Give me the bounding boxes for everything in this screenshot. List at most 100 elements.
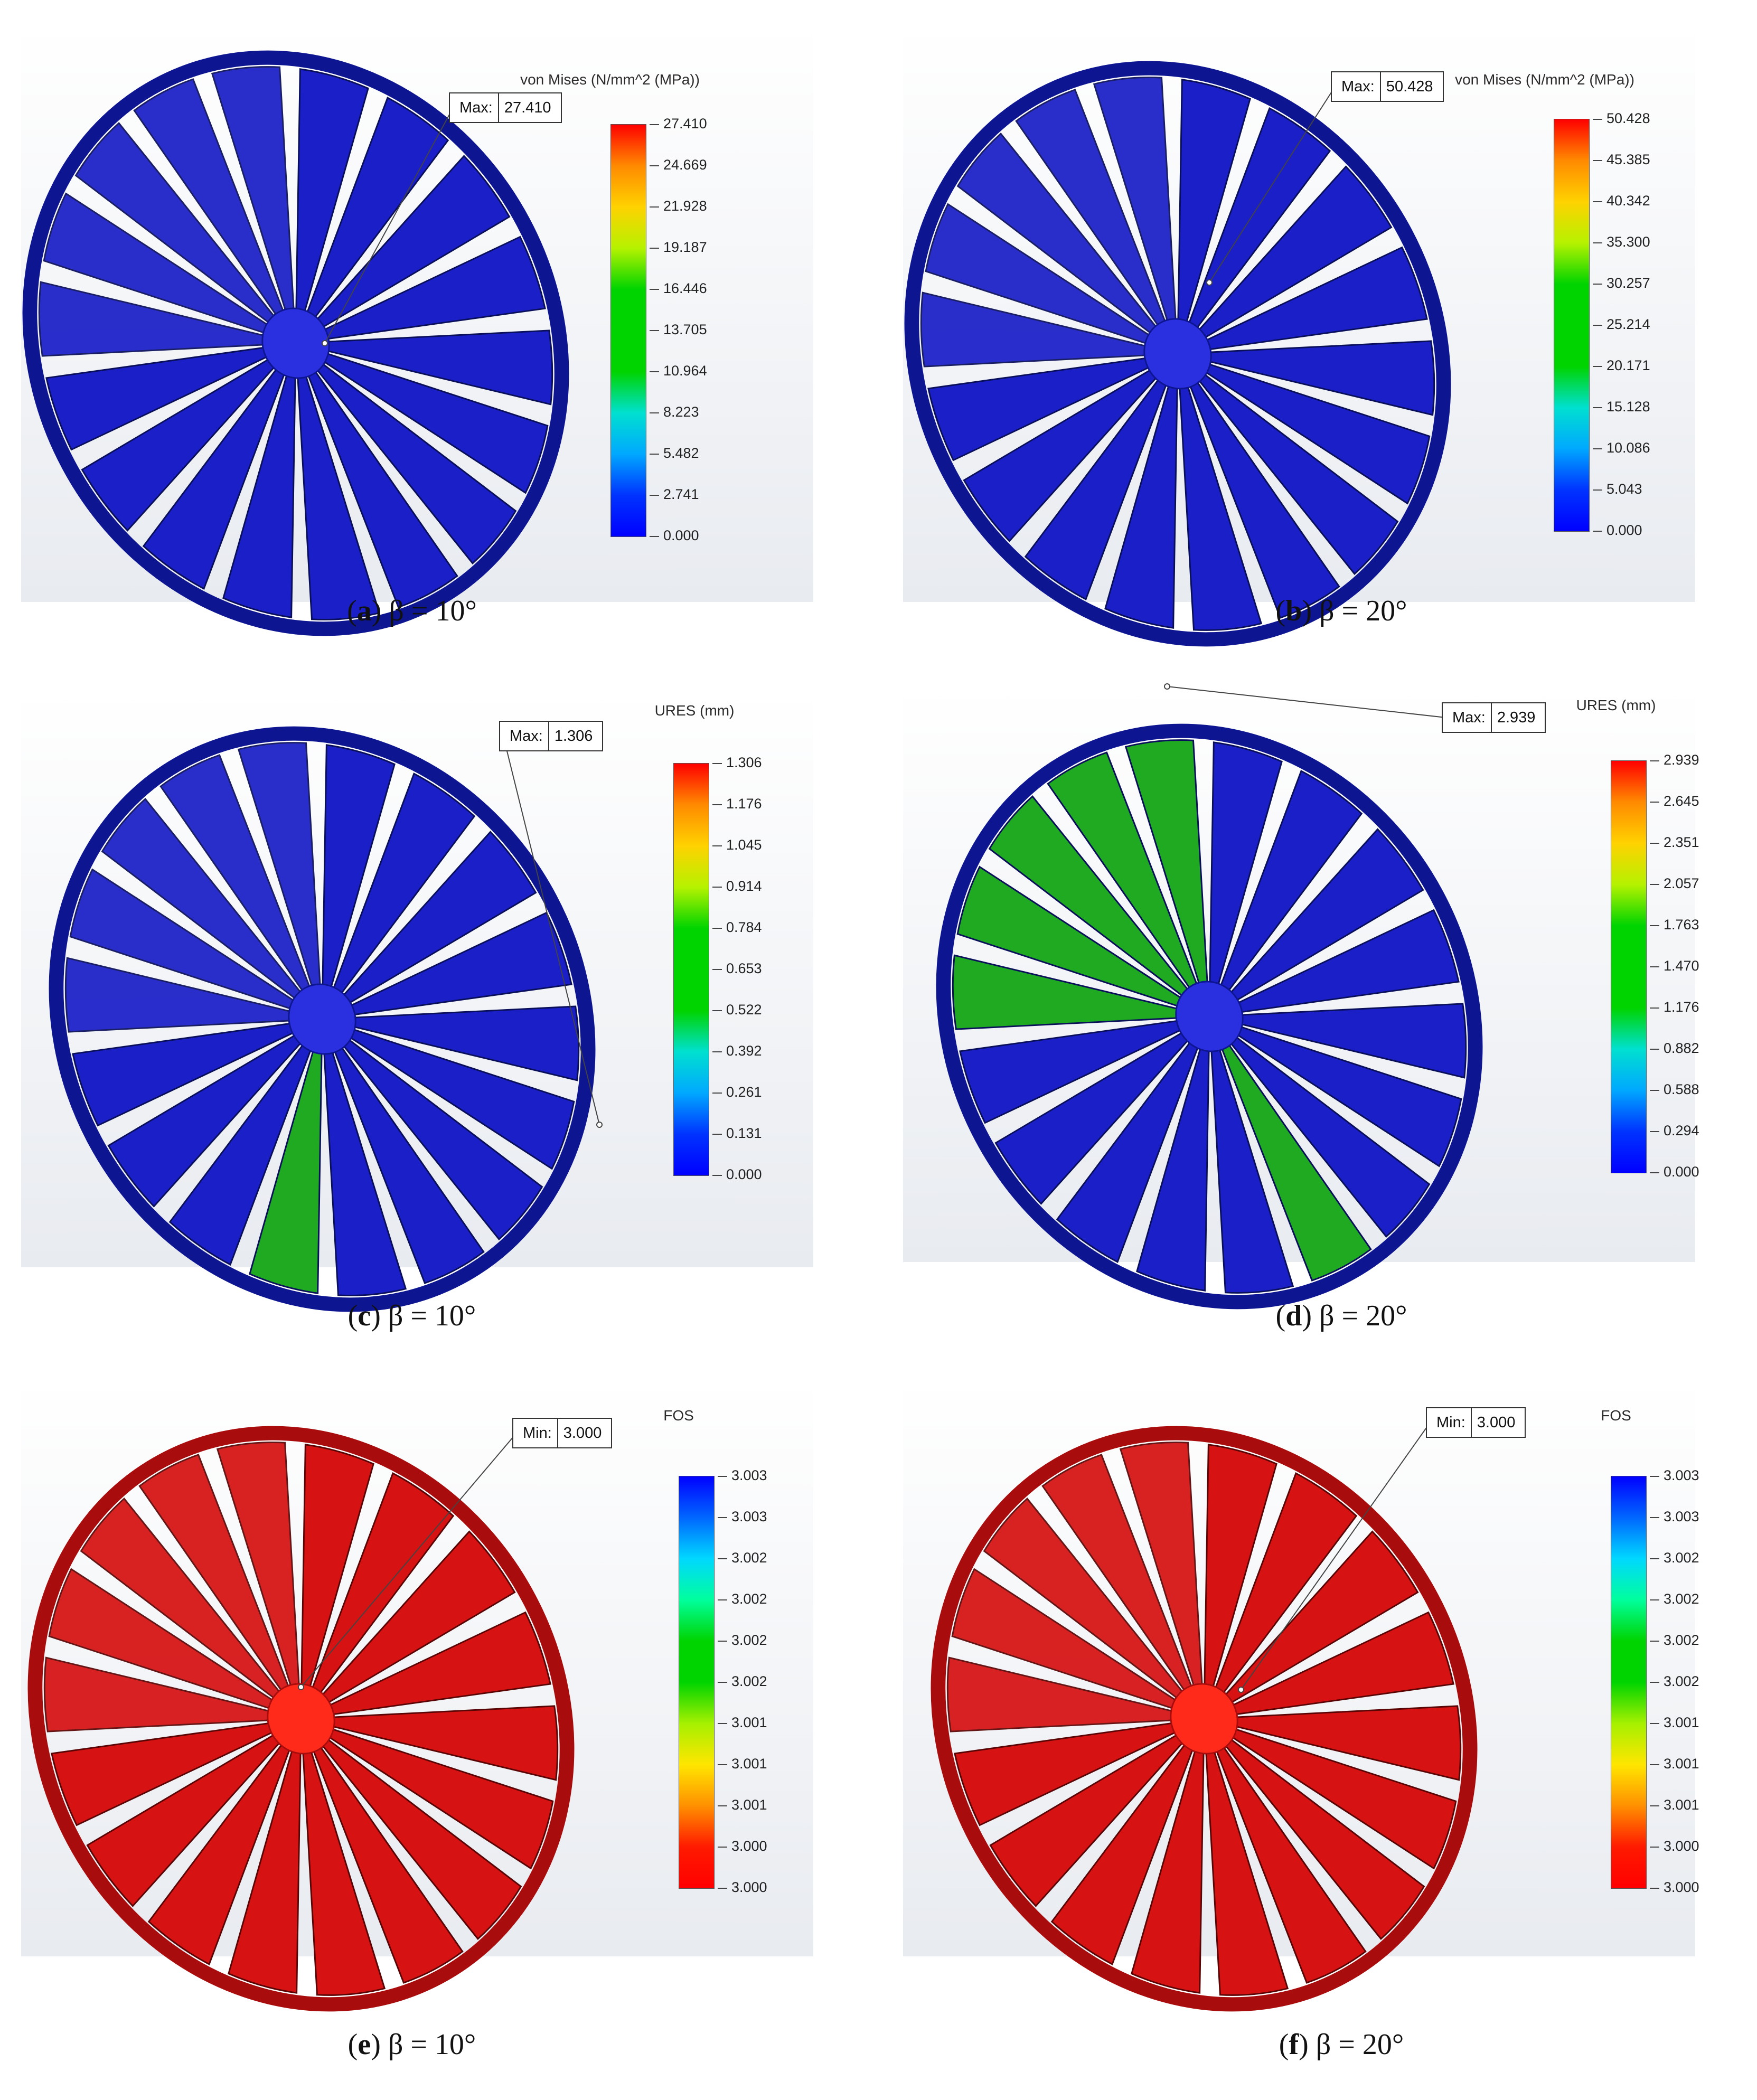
legend-title: FOS <box>663 1407 694 1424</box>
blade <box>956 865 1191 1011</box>
panel-b: von Mises (N/mm^2 (MPa)) 50.428 45.385 40.3… <box>892 21 1748 681</box>
callout-value: 3.000 <box>1477 1414 1516 1431</box>
blade <box>51 1720 283 1826</box>
blade <box>319 1611 551 1717</box>
blade <box>138 1454 294 1700</box>
blade <box>920 291 1157 368</box>
blade <box>1196 360 1431 505</box>
blade <box>159 754 315 1001</box>
colorbar-tick-label: 27.410 <box>650 116 707 131</box>
colorbar-tick-label: 0.522 <box>712 1002 762 1018</box>
colorbar-tick-label: 50.428 <box>1593 110 1650 126</box>
blade <box>1191 165 1393 344</box>
blade <box>1136 1037 1210 1292</box>
panel-caption: (c) β = 10° <box>347 1299 476 1332</box>
blade <box>101 798 308 1006</box>
colorbar-tick-label: 3.001 <box>1650 1715 1699 1730</box>
callout-label: Max: <box>1332 72 1381 101</box>
colorbar-tick-label: 2.939 <box>1650 752 1699 768</box>
blade <box>988 795 1196 1003</box>
colorbar-tick-label: 10.086 <box>1593 440 1650 456</box>
colorbar-tick-label: 3.002 <box>1650 1550 1699 1566</box>
colorbar-tick-label: 16.446 <box>650 280 707 296</box>
colorbar-tick-label: 3.003 <box>718 1467 767 1483</box>
blade <box>69 868 304 1013</box>
blade <box>309 155 511 334</box>
blade <box>211 66 295 321</box>
colorbar-tick-label: 1.306 <box>712 755 762 770</box>
hub <box>1143 318 1212 390</box>
panel-c: URES (mm) 1.306 1.176 1.045 0.914 0.784 0.653 0… <box>11 686 866 1346</box>
wheel-group <box>22 50 569 636</box>
blade <box>43 1656 280 1732</box>
colorbar-tick-label: 3.003 <box>718 1509 767 1524</box>
caption-letter: e <box>358 2028 371 2061</box>
callout-anchor <box>322 340 328 346</box>
blade <box>1204 1444 1277 1698</box>
blade <box>1093 77 1177 332</box>
colorbar-tick-label: 0.000 <box>1650 1164 1699 1180</box>
blade <box>86 1728 288 1907</box>
blade <box>963 363 1164 542</box>
blade <box>1227 909 1460 1015</box>
callout-label: Max: <box>1443 703 1492 732</box>
callout-value: 1.306 <box>554 727 593 745</box>
blade <box>107 1029 309 1208</box>
hub <box>1170 1683 1238 1755</box>
panel-caption: (e) β = 10° <box>347 2028 476 2061</box>
blade <box>314 236 546 342</box>
callout-leader <box>300 1433 517 1688</box>
colorbar-tick-label: 3.001 <box>718 1756 767 1772</box>
caption-letter: a <box>356 595 372 627</box>
blade <box>314 1530 516 1709</box>
colorbar-tick-label: 2.057 <box>1650 875 1699 891</box>
legend-title: URES (mm) <box>654 702 735 719</box>
wheel-model <box>49 726 603 1312</box>
caption-letter: b <box>1285 595 1302 627</box>
panel-caption: (b) β = 20° <box>1275 595 1407 627</box>
callout-anchor <box>298 1684 304 1690</box>
colorbar-tick-label: 3.003 <box>1650 1467 1699 1483</box>
blade <box>1024 370 1171 600</box>
callout-label: Max: <box>450 93 499 122</box>
blade <box>1218 1732 1425 1940</box>
colorbar-tick-label: 1.045 <box>712 837 762 853</box>
callout-box: Max: 27.410 <box>449 92 562 123</box>
blade <box>1191 367 1399 575</box>
callout-leader <box>1241 1422 1431 1690</box>
colorbar-tick-label: 3.000 <box>1650 1879 1699 1895</box>
blade <box>307 1472 455 1703</box>
wheel-model <box>936 683 1483 1310</box>
blade <box>1104 374 1178 629</box>
colorbar-tick-label: 3.000 <box>1650 1838 1699 1854</box>
callout-label: Min: <box>513 1419 558 1447</box>
blade <box>343 1005 580 1081</box>
colorbar-tick-label: 3.002 <box>718 1632 767 1648</box>
colorbar-tick-label: 0.000 <box>1593 522 1642 538</box>
blade <box>341 1025 575 1170</box>
blade <box>302 1741 386 1996</box>
blade <box>335 831 537 1010</box>
colorbar-tick-label: 3.001 <box>718 1715 767 1730</box>
panel-caption: (f) β = 20° <box>1279 2028 1404 2061</box>
blade <box>1228 1022 1462 1167</box>
panel-f: FOS 3.003 3.003 3.002 3.002 3.002 3.002 3.001 3.… <box>892 1376 1748 2036</box>
blade <box>80 1498 287 1706</box>
blade <box>328 773 476 1003</box>
colorbar-tick-label: 15.128 <box>1593 399 1650 415</box>
blade <box>38 281 275 357</box>
blade <box>1119 1442 1204 1697</box>
outer-rim <box>27 1426 575 2012</box>
callout-anchor <box>596 1122 603 1128</box>
blade <box>314 349 549 494</box>
wheel-model <box>27 1426 575 2012</box>
blade <box>320 1725 554 1870</box>
panel-a: von Mises (N/mm^2 (MPa)) 27.410 24.669 21.9… <box>11 21 866 681</box>
outer-rim <box>936 723 1483 1310</box>
colorbar-tick-label: 0.261 <box>712 1084 762 1100</box>
colorbar-tick-label: 10.964 <box>650 363 707 379</box>
colorbar-tick-label: 0.000 <box>712 1166 762 1182</box>
blade <box>1223 1030 1431 1238</box>
blade <box>952 954 1189 1030</box>
blade <box>64 957 302 1033</box>
